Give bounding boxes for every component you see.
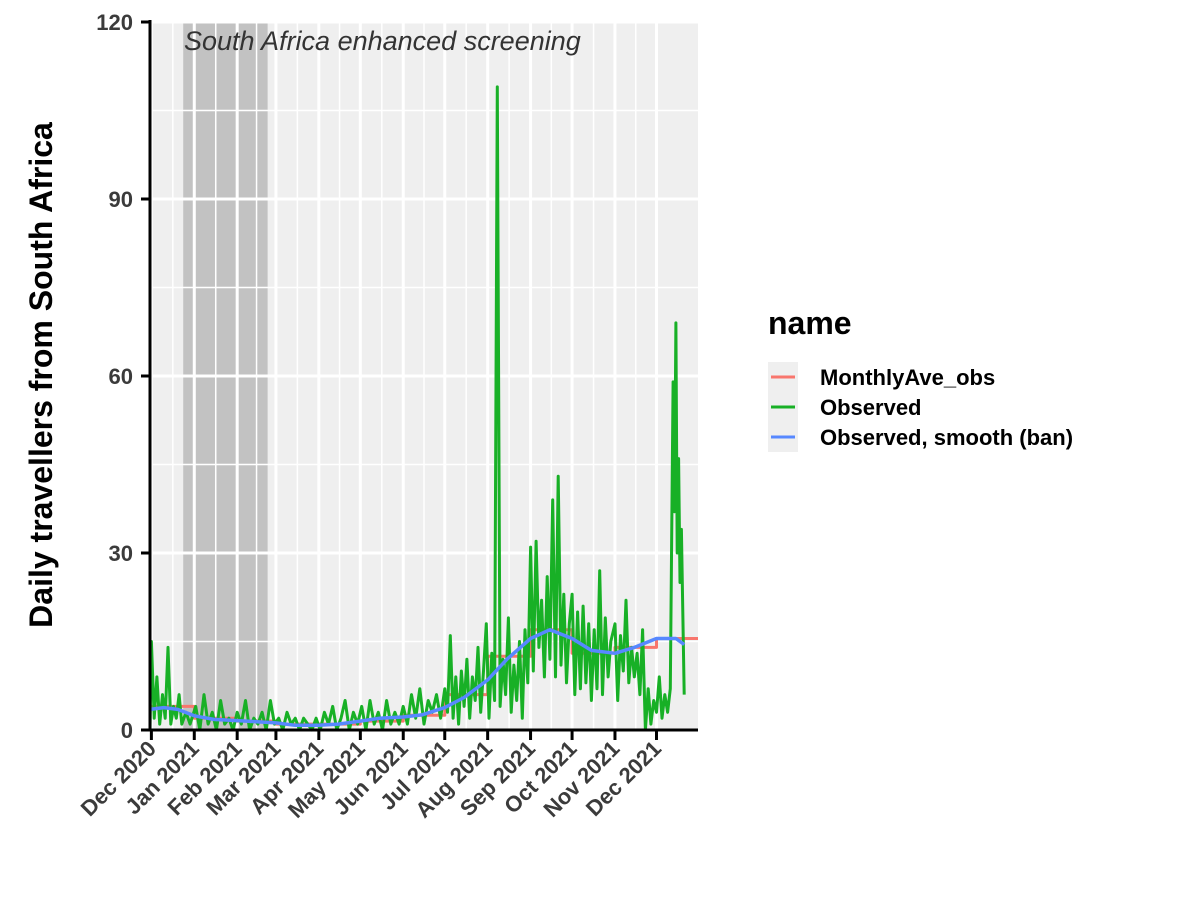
series-lines [148, 85, 698, 732]
y-axis-ticks: 0 30 60 90 120 [96, 10, 150, 743]
annotation-label: South Africa enhanced screening [184, 26, 581, 56]
legend-label: Observed [820, 395, 922, 420]
y-tick-label: 30 [109, 541, 133, 566]
y-tick-label: 120 [96, 10, 133, 35]
y-tick-label: 0 [121, 718, 133, 743]
y-tick-label: 60 [109, 364, 133, 389]
y-axis-title: Daily travellers from South Africa [23, 122, 59, 628]
grid-lines [149, 20, 698, 732]
legend-title: name [768, 305, 852, 341]
y-tick-label: 90 [109, 187, 133, 212]
series-line-observed-smooth-ban [149, 627, 686, 728]
legend-items: MonthlyAve_obs Observed Observed, smooth (… [771, 365, 1073, 450]
legend: name MonthlyAve_obs Observed Observed, smo… [768, 305, 1073, 452]
legend-label: MonthlyAve_obs [820, 365, 995, 390]
series-line-observed [148, 85, 686, 732]
legend-label: Observed, smooth (ban) [820, 425, 1073, 450]
